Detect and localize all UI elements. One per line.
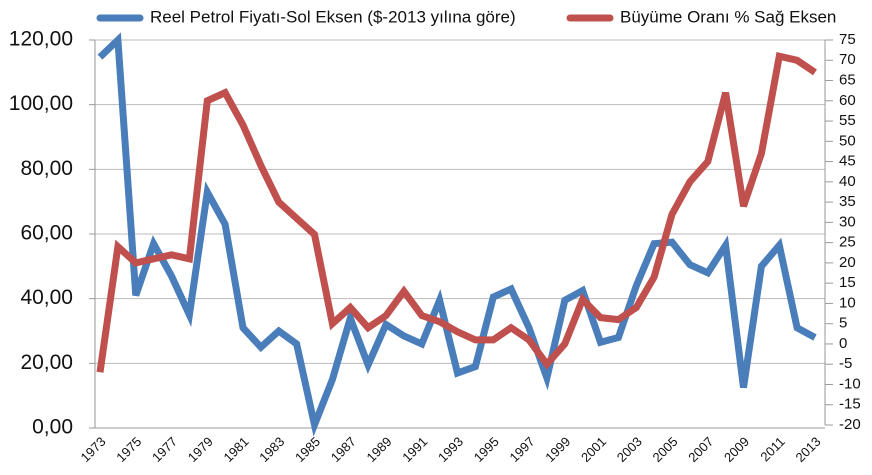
y-tick-label: 20,00 <box>20 351 73 374</box>
y2-tick-label: 75 <box>839 31 856 48</box>
y2-tick-label: 60 <box>839 92 856 109</box>
x-tick-label: 2007 <box>685 434 716 465</box>
x-tick-label: 2013 <box>792 434 823 465</box>
y-tick-label: 0,00 <box>32 416 73 439</box>
y2-tick-label: 70 <box>839 51 856 68</box>
x-tick-label: 1993 <box>435 434 466 465</box>
y-tick-label: 80,00 <box>20 157 73 180</box>
y2-tick-label: -10 <box>839 375 861 392</box>
y-tick-label: 60,00 <box>20 222 73 245</box>
y2-tick-label: 5 <box>839 315 847 332</box>
x-tick-label: 1983 <box>256 434 287 465</box>
series-line <box>96 51 817 373</box>
x-tick-label: 1979 <box>185 434 216 465</box>
y2-tick-label: 65 <box>839 71 856 88</box>
x-tick-label: 1997 <box>506 434 537 465</box>
x-tick-label: 1977 <box>149 434 180 465</box>
x-tick-label: 1991 <box>399 434 430 465</box>
y2-tick-label: -15 <box>839 396 861 413</box>
y2-tick-label: -20 <box>839 416 861 433</box>
series-line <box>97 32 817 437</box>
x-tick-label: 1995 <box>471 434 502 465</box>
y-tick-label: 120,00 <box>9 28 73 51</box>
x-tick-label: 1981 <box>220 434 251 465</box>
legend-label: Büyüme Oranı % Sağ Eksen <box>620 7 836 26</box>
y2-tick-label: 55 <box>839 112 856 129</box>
y2-tick-label: 45 <box>839 153 856 170</box>
x-tick-label: 2003 <box>614 434 645 465</box>
y2-tick-label: 25 <box>839 234 856 251</box>
x-tick-label: 1973 <box>77 434 108 465</box>
y2-tick-label: 20 <box>839 254 856 271</box>
x-tick-label: 1999 <box>542 434 573 465</box>
x-tick-label: 1975 <box>113 434 144 465</box>
x-tick-label: 1985 <box>292 434 323 465</box>
x-tick-label: 1987 <box>328 434 359 465</box>
y-tick-label: 40,00 <box>20 286 73 309</box>
y2-tick-label: 35 <box>839 193 856 210</box>
x-tick-label: 1989 <box>363 434 394 465</box>
y2-tick-label: 10 <box>839 294 856 311</box>
y-tick-label: 100,00 <box>9 92 73 115</box>
x-tick-label: 2005 <box>649 434 680 465</box>
x-tick-label: 2009 <box>721 434 752 465</box>
y2-tick-label: -5 <box>839 355 852 372</box>
y2-tick-label: 30 <box>839 213 856 230</box>
y2-tick-label: 40 <box>839 173 856 190</box>
x-tick-label: 2011 <box>757 434 787 464</box>
y2-tick-label: 50 <box>839 132 856 149</box>
legend-label: Reel Petrol Fiyatı-Sol Eksen ($-2013 yıl… <box>150 7 516 26</box>
y2-tick-label: 0 <box>839 335 847 352</box>
x-tick-label: 2001 <box>578 434 609 465</box>
y2-tick-label: 15 <box>839 274 856 291</box>
